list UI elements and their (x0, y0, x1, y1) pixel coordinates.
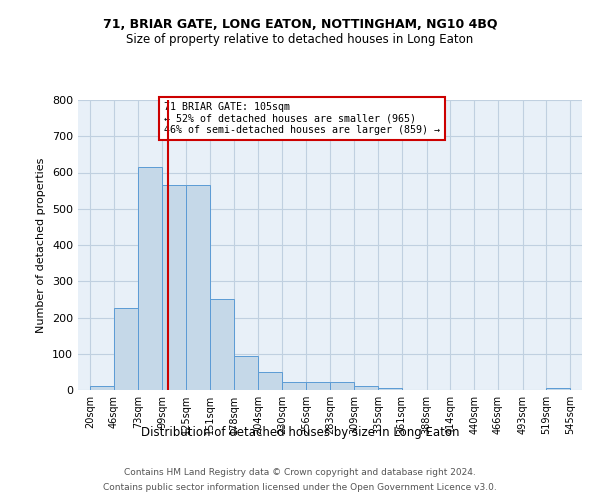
Bar (331, 382, 354, 390)
Text: Contains HM Land Registry data © Crown copyright and database right 2024.: Contains HM Land Registry data © Crown c… (124, 468, 476, 477)
Bar (210, 300, 235, 390)
Bar (139, 167, 162, 390)
Bar (306, 382, 331, 390)
Text: Distribution of detached houses by size in Long Eaton: Distribution of detached houses by size … (141, 426, 459, 439)
Text: 71, BRIAR GATE, LONG EATON, NOTTINGHAM, NG10 4BQ: 71, BRIAR GATE, LONG EATON, NOTTINGHAM, … (103, 18, 497, 30)
Bar (354, 386, 378, 390)
Bar (162, 185, 186, 390)
Text: Contains public sector information licensed under the Open Government Licence v3: Contains public sector information licen… (103, 483, 497, 492)
Text: 71 BRIAR GATE: 105sqm
← 52% of detached houses are smaller (965)
46% of semi-det: 71 BRIAR GATE: 105sqm ← 52% of detached … (164, 102, 440, 135)
Bar (186, 185, 210, 390)
Bar (258, 372, 282, 390)
Y-axis label: Number of detached properties: Number of detached properties (37, 158, 46, 332)
Bar (282, 382, 306, 390)
Bar (90, 386, 113, 390)
Bar (547, 388, 570, 390)
Bar (113, 308, 139, 390)
Bar (378, 388, 402, 390)
Text: Size of property relative to detached houses in Long Eaton: Size of property relative to detached ho… (127, 32, 473, 46)
Bar (235, 356, 258, 390)
